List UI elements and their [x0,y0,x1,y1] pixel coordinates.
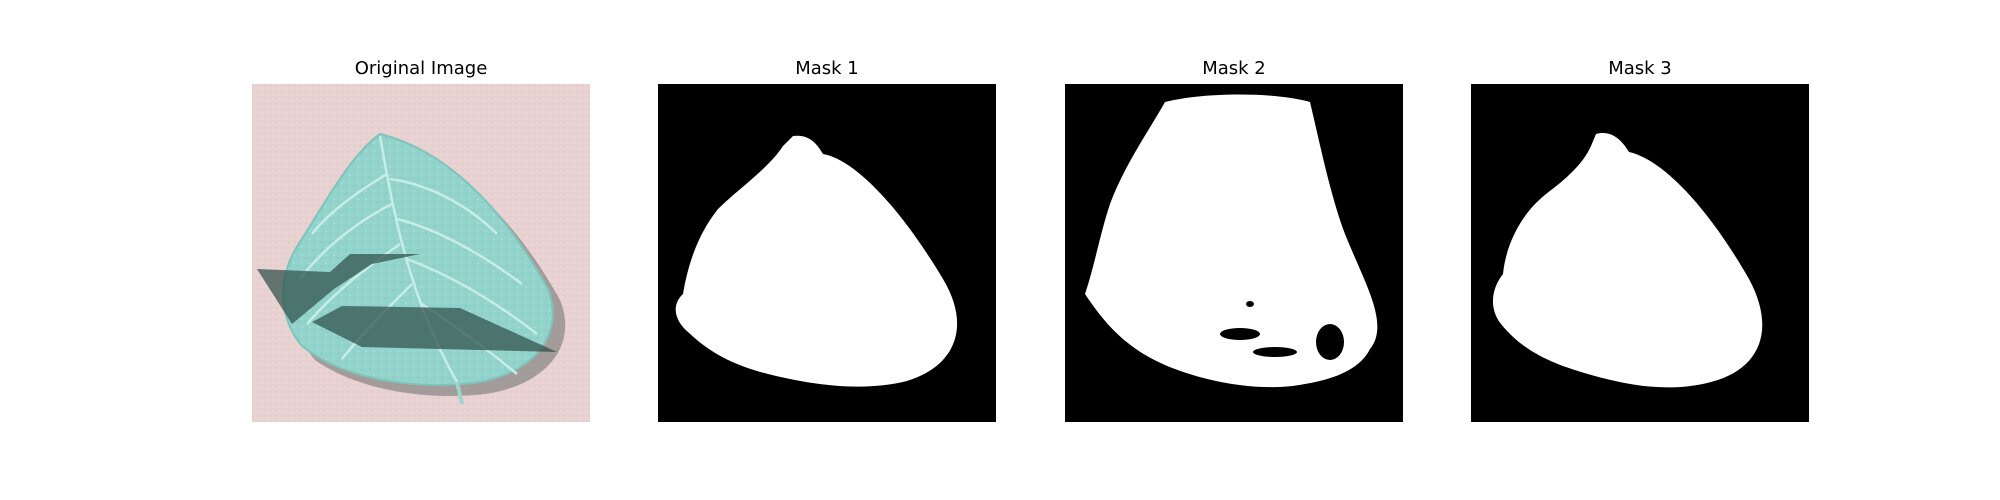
original-image [252,84,590,422]
panel-title-original: Original Image [354,58,488,79]
mask-1-image [658,84,996,422]
mask-2-image [1065,84,1403,422]
leaf-photo [252,84,590,422]
mask-1-shape [658,84,996,422]
leaf-stem [455,381,464,405]
panel-title-mask-3: Mask 3 [1608,58,1672,79]
shadow-overlay-lower [312,306,557,352]
mask-3-image [1471,84,1809,422]
mask-3-shape [1471,84,1809,422]
panel-title-mask-2: Mask 2 [1202,58,1266,79]
panel-title-mask-1: Mask 1 [795,58,859,79]
mask-2-shape [1065,84,1403,422]
shadow-overlay-upper [257,254,420,324]
